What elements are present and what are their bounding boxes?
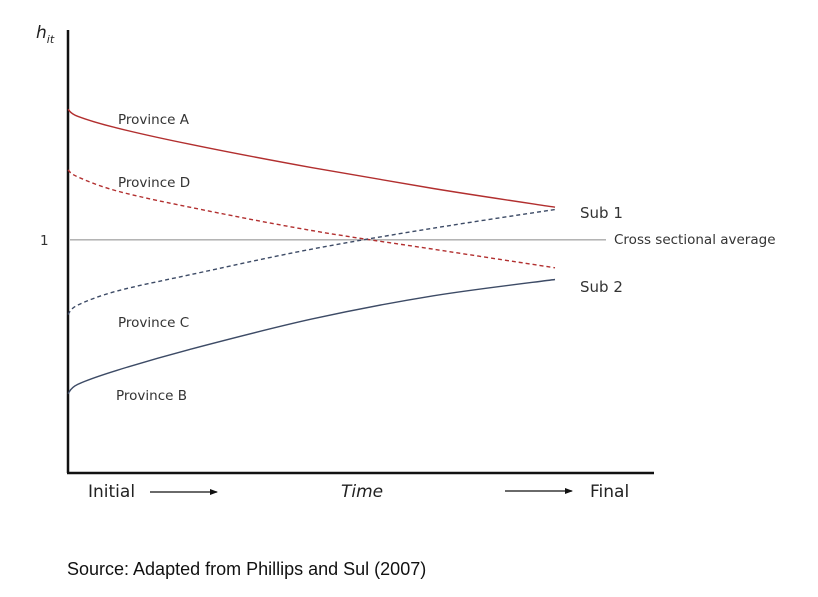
x-axis-final-label: Final <box>590 482 629 502</box>
y-axis-label-subscript: it <box>47 33 55 46</box>
x-axis-time-label: Time <box>341 482 383 502</box>
series-label-province-d: Province D <box>118 175 190 191</box>
y-axis-label-main: h <box>36 23 47 43</box>
series-label-province-a: Province A <box>118 112 190 128</box>
series-line-province-b <box>67 278 556 395</box>
series-line-province-c <box>67 208 556 315</box>
x-axis-initial-label: Initial <box>88 482 135 502</box>
y-tick-label-1: 1 <box>40 233 49 249</box>
group-label-sub-2: Sub 2 <box>580 278 623 296</box>
y-axis-label: hit <box>36 23 55 46</box>
series-line-province-a <box>67 108 556 208</box>
series-label-province-b: Province B <box>116 388 187 404</box>
group-label-sub-1: Sub 1 <box>580 204 623 222</box>
series-line-province-d <box>67 169 556 269</box>
series-label-province-c: Province C <box>118 315 189 331</box>
source-note: Source: Adapted from Phillips and Sul (2… <box>67 559 427 579</box>
cross-sectional-average-label: Cross sectional average <box>614 232 776 248</box>
